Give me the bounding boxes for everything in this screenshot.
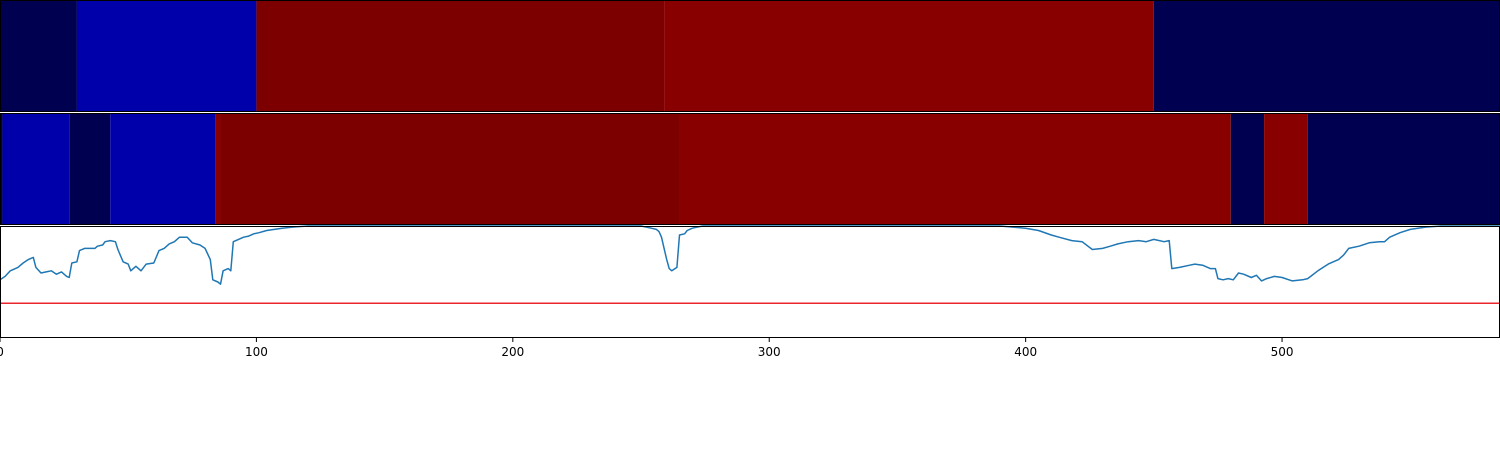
segment-band <box>215 113 221 225</box>
segment-band <box>220 113 680 225</box>
segmentation-panel-bottom <box>0 113 1500 225</box>
x-tick-label: 300 <box>758 345 781 359</box>
segment-band <box>2 113 70 225</box>
segment-band <box>1307 113 1500 225</box>
x-tick-label: 0 <box>0 345 4 359</box>
segment-band <box>110 113 216 225</box>
segmentation-panel-top <box>0 0 1500 112</box>
segment-band <box>1153 0 1500 112</box>
segment-band <box>1264 113 1308 225</box>
line-chart-panel <box>0 225 1500 338</box>
score-line <box>0 225 1500 285</box>
segment-band <box>76 0 257 112</box>
segment-band <box>0 0 77 112</box>
x-tick-label: 100 <box>245 345 268 359</box>
segment-band <box>679 113 1231 225</box>
x-tick-label: 500 <box>1271 345 1294 359</box>
segment-band <box>664 0 1154 112</box>
segment-band <box>69 113 111 225</box>
x-tick-label: 400 <box>1014 345 1037 359</box>
x-tick-label: 200 <box>501 345 524 359</box>
plot-area <box>0 226 1500 338</box>
x-axis: 0 100 200 300 400 500 <box>0 338 1294 359</box>
segment-band <box>1230 113 1265 225</box>
segment-band <box>0 113 3 225</box>
segment-band <box>256 0 665 112</box>
